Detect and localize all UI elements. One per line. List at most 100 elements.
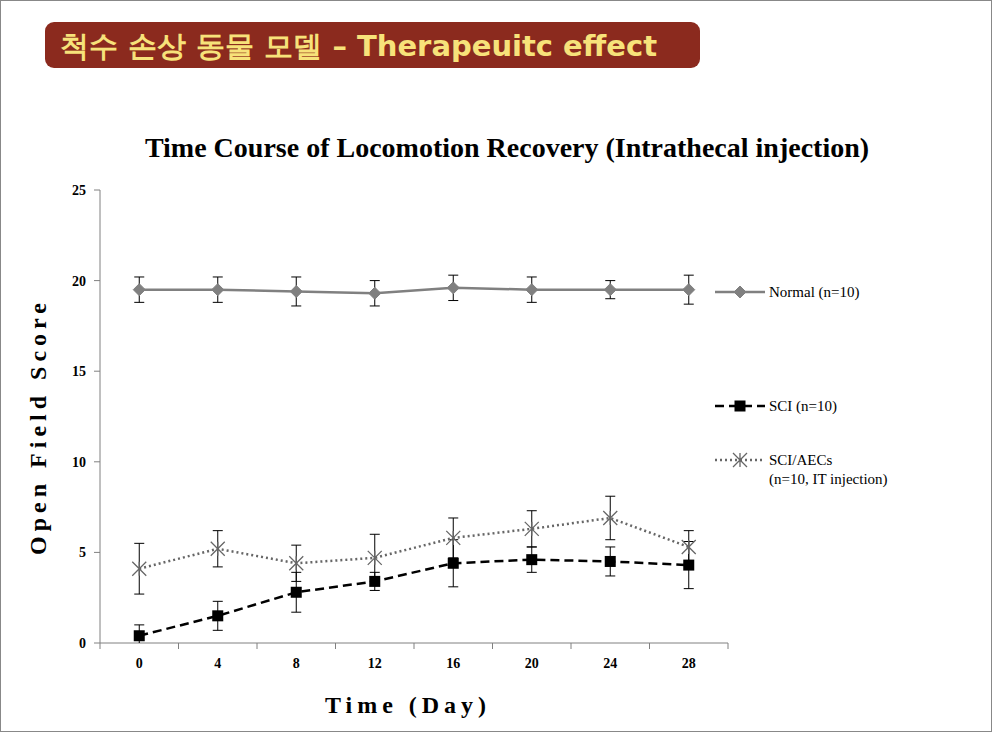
marker-shape <box>448 558 459 569</box>
data-point <box>604 284 616 296</box>
data-point <box>291 587 302 598</box>
banner-text: 척수 손상 동물 모델 – Therapeuitc effect <box>60 29 657 63</box>
x-tick-label: 12 <box>368 656 382 671</box>
y-tick <box>94 280 100 281</box>
legend-marker <box>735 401 746 412</box>
marker-shape <box>734 286 746 298</box>
data-point <box>132 562 146 576</box>
marker-shape <box>290 285 302 297</box>
x-tick <box>649 643 650 649</box>
data-point <box>525 522 539 536</box>
x-tick <box>100 643 101 649</box>
x-tick <box>571 643 572 649</box>
y-tick <box>94 461 100 462</box>
error-bar <box>134 625 144 643</box>
y-tick-label: 20 <box>72 274 86 289</box>
x-tick-label: 28 <box>682 656 696 671</box>
error-bar <box>134 277 144 302</box>
marker-shape <box>212 284 224 296</box>
x-tick-label: 20 <box>525 656 539 671</box>
y-tick <box>94 190 100 191</box>
x-tick-label: 4 <box>214 656 221 671</box>
error-bar <box>605 281 615 299</box>
error-bar <box>527 277 537 302</box>
data-point <box>526 284 538 296</box>
y-tick <box>94 643 100 644</box>
data-point <box>369 287 381 299</box>
marker-shape <box>603 511 617 525</box>
y-tick-label: 0 <box>79 636 86 651</box>
error-bar <box>684 275 694 304</box>
marker-shape <box>683 284 695 296</box>
marker-shape <box>604 284 616 296</box>
error-bar <box>605 547 615 576</box>
series-line <box>139 518 689 569</box>
y-tick-label: 25 <box>72 183 86 198</box>
data-point <box>290 285 302 297</box>
legend-marker <box>734 286 746 298</box>
chart-title: Time Course of Locomotion Recovery (Intr… <box>145 132 869 163</box>
y-tick-label: 15 <box>72 364 86 379</box>
marker-shape <box>526 284 538 296</box>
y-axis-line <box>100 190 101 643</box>
x-tick <box>257 643 258 649</box>
error-bar <box>370 281 380 306</box>
data-point <box>368 551 382 565</box>
marker-shape <box>212 610 223 621</box>
data-point <box>448 558 459 569</box>
data-point <box>682 540 696 554</box>
marker-shape <box>132 562 146 576</box>
data-point <box>133 284 145 296</box>
legend-marker <box>733 453 747 467</box>
marker-shape <box>291 587 302 598</box>
marker-shape <box>211 542 225 556</box>
marker-shape <box>133 284 145 296</box>
data-point <box>446 531 460 545</box>
data-point <box>212 610 223 621</box>
marker-shape <box>447 282 459 294</box>
data-point <box>289 556 303 570</box>
marker-shape <box>526 554 537 565</box>
page-frame <box>1 1 992 732</box>
y-axis-label: Open Field Score <box>25 298 51 555</box>
x-tick-label: 0 <box>136 656 143 671</box>
marker-shape <box>733 453 747 467</box>
marker-shape <box>369 287 381 299</box>
data-point <box>526 554 537 565</box>
banner-box <box>45 22 700 68</box>
data-point <box>211 542 225 556</box>
x-axis-label: Time (Day) <box>325 692 491 718</box>
error-bar <box>291 277 301 306</box>
data-point <box>603 511 617 525</box>
x-tick <box>335 643 336 649</box>
data-point <box>683 284 695 296</box>
plot-area <box>132 275 696 643</box>
x-tick-label: 24 <box>603 656 617 671</box>
marker-shape <box>368 551 382 565</box>
y-tick <box>94 371 100 372</box>
legend-label: Normal (n=10) <box>769 284 860 301</box>
error-bar <box>448 275 458 300</box>
data-point <box>605 556 616 567</box>
marker-shape <box>605 556 616 567</box>
marker-shape <box>289 556 303 570</box>
data-point <box>212 284 224 296</box>
series-line <box>139 560 689 636</box>
legend-label: SCI/AECs(n=10, IT injection) <box>769 452 888 488</box>
x-tick-label: 8 <box>293 656 300 671</box>
chart-canvas: 척수 손상 동물 모델 – Therapeuitc effect Time Cou… <box>0 0 992 732</box>
x-tick <box>728 643 729 649</box>
x-tick <box>492 643 493 649</box>
data-point <box>134 630 145 641</box>
marker-shape <box>682 540 696 554</box>
marker-shape <box>735 401 746 412</box>
data-point <box>447 282 459 294</box>
legend-label: SCI (n=10) <box>769 398 837 415</box>
marker-shape <box>134 630 145 641</box>
error-bar <box>527 547 537 572</box>
y-tick-label: 5 <box>79 545 86 560</box>
error-bar <box>213 601 223 630</box>
y-tick-label: 10 <box>72 455 86 470</box>
legend: Normal (n=10) SCI (n=10) SCI/AECs(n=10, IT… <box>715 284 888 488</box>
error-bar <box>213 277 223 302</box>
